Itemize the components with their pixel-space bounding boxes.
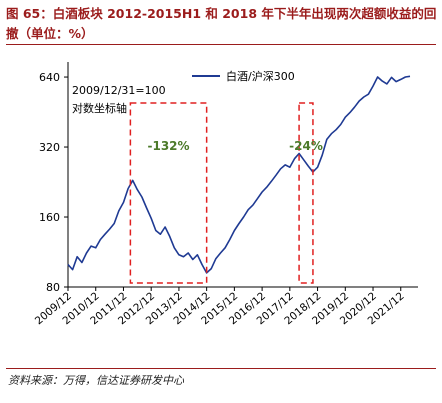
plot-area [67, 75, 411, 274]
y-tick-label: 80 [46, 281, 60, 294]
y-tick-label: 320 [39, 141, 60, 154]
line-chart: 80 160 320 640 2009/122010/122011/122012/12… [33, 62, 418, 327]
source-rule [6, 368, 436, 369]
legend-label: 白酒/沪深300 [226, 69, 295, 83]
legend: 白酒/沪深300 [192, 69, 295, 83]
source-note: 资料来源：万得，信达证券研发中心 [8, 374, 184, 387]
y-tick-label: 160 [39, 211, 60, 224]
axis-note-log: 对数坐标轴 [72, 101, 127, 115]
y-axis: 80 160 320 640 [39, 62, 69, 294]
figure-title: 图 65：白酒板块 2012-2015H1 和 2018 年下半年出现两次超额收… [6, 6, 437, 41]
axis-note-base: 2009/12/31=100 [72, 84, 166, 97]
drawdown-label: -24% [289, 139, 323, 153]
drawdown-box [298, 102, 314, 284]
annotations: -132% -24% [129, 102, 323, 284]
drawdown-label: -132% [147, 139, 189, 153]
drawdown-box [129, 102, 208, 284]
x-axis: 2009/122010/122011/122012/122013/122014/… [33, 286, 418, 327]
title-rule [6, 44, 436, 45]
series-line [67, 75, 411, 274]
y-tick-label: 640 [39, 71, 60, 84]
